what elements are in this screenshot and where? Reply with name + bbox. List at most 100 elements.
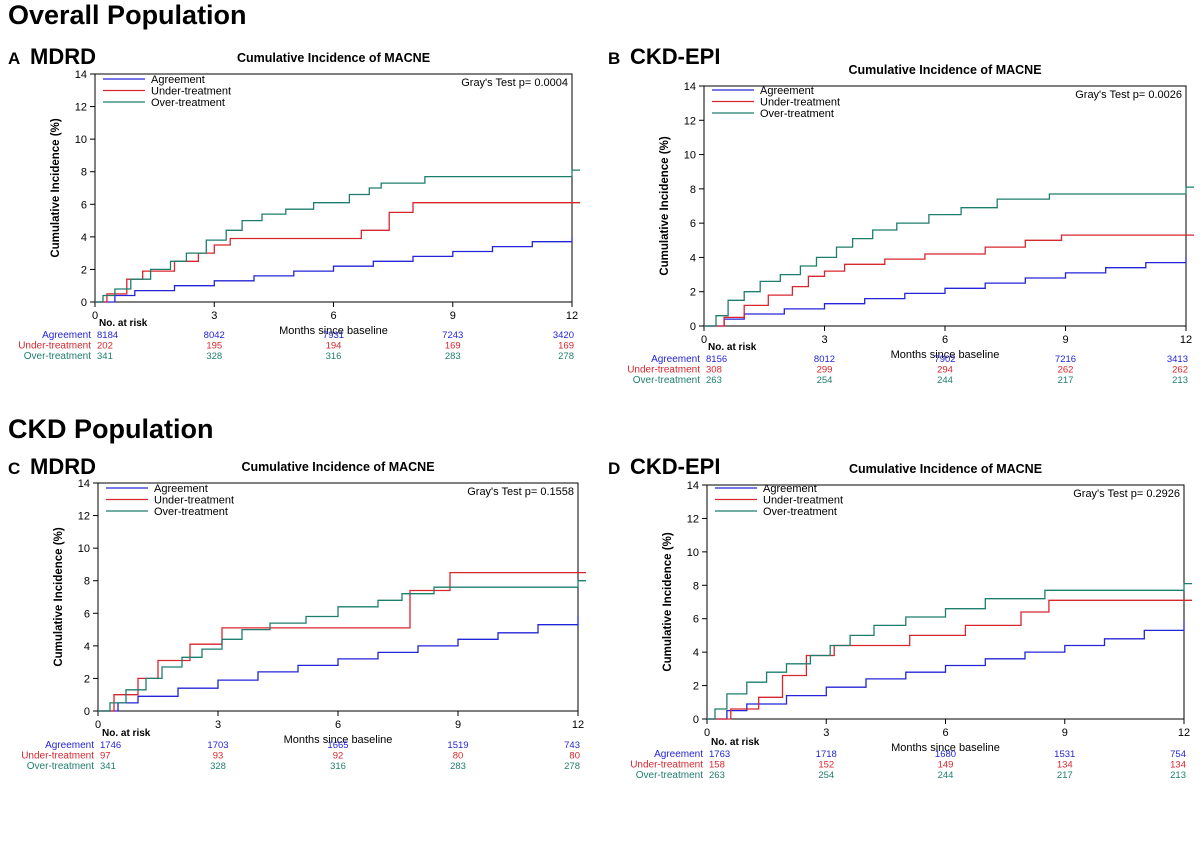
x-axis-label: Months since baseline: [279, 325, 388, 337]
y-tick-label: 2: [81, 264, 87, 276]
risk-value: 1703: [207, 740, 228, 751]
risk-row-label: Agreement: [45, 740, 94, 751]
risk-value: 328: [210, 761, 226, 772]
legend-label-over-treatment: Over-treatment: [151, 97, 225, 109]
chart-title: Cumulative Incidence of MACNE: [849, 462, 1042, 476]
risk-value: 158: [709, 760, 725, 771]
y-tick-label: 0: [81, 297, 87, 309]
risk-table-header: No. at risk: [711, 737, 760, 748]
chart-a: A MDRD Cumulative Incidence of MACNE024681…: [8, 44, 580, 362]
panel-name: CKD-EPI: [630, 454, 720, 479]
risk-table-header: No. at risk: [708, 342, 757, 353]
series-line-over-treatment: [707, 582, 1192, 720]
series-line-agreement: [704, 257, 1187, 327]
y-axis-label: Cumulative Incidence (%): [662, 532, 674, 671]
risk-value: 244: [938, 770, 954, 781]
risk-value: 134: [1057, 760, 1073, 771]
panel-letter: A: [8, 49, 20, 68]
legend-label-under-treatment: Under-treatment: [763, 495, 843, 507]
chart-d: D CKD-EPI Cumulative Incidence of MACNE024…: [608, 454, 1192, 781]
y-tick-label: 6: [690, 218, 696, 230]
x-tick-label: 3: [211, 310, 217, 322]
y-axis-label: Cumulative Incidence (%): [53, 527, 65, 666]
chart-title: Cumulative Incidence of MACNE: [848, 63, 1041, 77]
series-line-agreement: [707, 620, 1185, 720]
risk-row-label: Agreement: [654, 749, 703, 760]
y-tick-label: 4: [690, 252, 696, 264]
y-tick-label: 8: [690, 184, 696, 196]
risk-value: 194: [326, 341, 342, 352]
risk-value: 149: [938, 760, 954, 771]
panel-name: MDRD: [30, 454, 96, 479]
series-line-over-treatment: [704, 186, 1194, 327]
y-tick-label: 14: [78, 478, 90, 490]
x-tick-label: 6: [942, 727, 948, 739]
series-line-agreement: [98, 616, 579, 712]
risk-value: 7902: [934, 354, 955, 365]
x-axis-label: Months since baseline: [891, 742, 1000, 754]
x-tick-label: 6: [335, 719, 341, 731]
series-line-under-treatment: [95, 202, 580, 303]
x-tick-label: 12: [566, 310, 578, 322]
risk-value: 93: [213, 751, 224, 762]
y-tick-label: 8: [693, 580, 699, 592]
y-axis-label: Cumulative Incidence (%): [50, 118, 62, 257]
panel-d: D CKD-EPI Cumulative Incidence of MACNE 0 2 4…: [600, 448, 1200, 848]
x-tick-label: 3: [215, 719, 221, 731]
risk-value: 1519: [447, 740, 468, 751]
x-axis-label: Months since baseline: [284, 734, 393, 746]
risk-value: 80: [569, 751, 580, 762]
risk-value: 7216: [1055, 354, 1076, 365]
panel-letter: B: [608, 49, 620, 68]
risk-value: 3413: [1167, 354, 1188, 365]
series-line-under-treatment: [98, 571, 586, 712]
y-tick-label: 4: [81, 232, 87, 244]
x-tick-label: 12: [1178, 727, 1190, 739]
x-tick-label: 3: [821, 334, 827, 346]
legend-label-under-treatment: Under-treatment: [151, 86, 231, 98]
risk-value: 262: [1172, 365, 1188, 376]
risk-row-label: Over-treatment: [633, 375, 700, 386]
risk-value: 308: [706, 365, 722, 376]
risk-value: 169: [445, 341, 461, 352]
risk-value: 1665: [327, 740, 348, 751]
plot-frame: [706, 484, 1185, 720]
y-tick-label: 8: [84, 576, 90, 588]
risk-value: 97: [100, 751, 111, 762]
y-tick-label: 12: [684, 115, 696, 127]
section-title-ckd: CKD Population: [8, 414, 214, 444]
legend-label-over-treatment: Over-treatment: [154, 506, 228, 518]
y-tick-label: 12: [75, 102, 87, 114]
panel-letter: D: [608, 459, 620, 478]
risk-row-label: Under-treatment: [630, 760, 703, 771]
y-tick-label: 4: [693, 647, 699, 659]
risk-value: 8156: [706, 354, 727, 365]
y-tick-label: 8: [81, 167, 87, 179]
grays-test-annotation: Gray's Test p= 0.1558: [467, 486, 574, 498]
risk-value: 754: [1170, 749, 1186, 760]
risk-value: 1763: [709, 749, 730, 760]
risk-value: 283: [450, 761, 466, 772]
risk-value: 316: [330, 761, 346, 772]
risk-value: 195: [206, 341, 222, 352]
chart-title: Cumulative Incidence of MACNE: [241, 460, 434, 474]
y-tick-label: 10: [78, 543, 90, 555]
legend-label-agreement: Agreement: [763, 483, 817, 495]
risk-value: 134: [1170, 760, 1186, 771]
y-tick-label: 10: [684, 150, 696, 162]
risk-value: 1680: [935, 749, 956, 760]
y-tick-label: 4: [84, 641, 90, 653]
risk-value: 254: [818, 770, 834, 781]
x-tick-label: 9: [1062, 334, 1068, 346]
risk-value: 217: [1057, 770, 1073, 781]
x-axis-label: Months since baseline: [891, 349, 1000, 361]
panel-letter: C: [8, 459, 20, 478]
x-tick-label: 3: [823, 727, 829, 739]
x-tick-label: 0: [95, 719, 101, 731]
risk-value: 278: [558, 351, 574, 362]
section-title-overall: Overall Population: [8, 0, 247, 30]
risk-row-label: Over-treatment: [636, 770, 703, 781]
risk-value: 294: [937, 365, 953, 376]
y-tick-label: 6: [81, 199, 87, 211]
y-tick-label: 2: [690, 287, 696, 299]
